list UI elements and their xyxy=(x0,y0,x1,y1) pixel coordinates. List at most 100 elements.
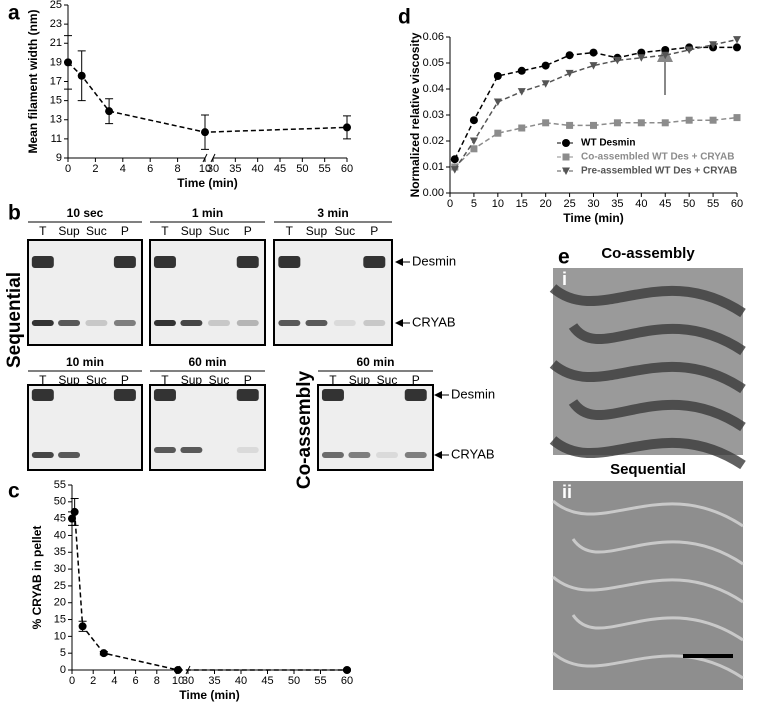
band xyxy=(58,320,81,326)
band xyxy=(180,320,203,326)
blot-title: 1 min xyxy=(192,206,223,220)
band xyxy=(363,256,386,268)
gel xyxy=(149,239,266,346)
marker xyxy=(517,66,526,75)
band xyxy=(153,447,176,453)
y-tick-label: 25 xyxy=(54,580,66,592)
filament xyxy=(549,436,746,470)
y-tick-label: 20 xyxy=(54,597,66,609)
marker xyxy=(541,80,550,88)
marker xyxy=(661,119,669,127)
marker xyxy=(733,43,741,52)
lane-label: Suc xyxy=(86,224,107,238)
marker-label: CRYAB xyxy=(451,446,495,461)
band xyxy=(404,389,427,401)
x-tick-label: 35 xyxy=(208,675,220,687)
marker xyxy=(450,166,459,174)
x-tick-label: 0 xyxy=(65,163,71,175)
marker xyxy=(637,54,646,62)
x-tick-label: 60 xyxy=(341,163,353,175)
marker xyxy=(470,145,478,153)
fit-line xyxy=(67,61,348,133)
x-tick-label: 55 xyxy=(707,198,719,210)
y-tick-label: 15 xyxy=(50,95,62,107)
marker xyxy=(493,72,502,80)
x-tick-label: 20 xyxy=(540,198,552,210)
y-tick-label: 15 xyxy=(54,613,66,625)
lane-label: Suc xyxy=(209,373,230,387)
y-tick-label: 0.01 xyxy=(423,161,444,173)
marker-label: Desmin xyxy=(412,253,456,268)
marker xyxy=(469,116,478,125)
x-tick-label: 4 xyxy=(120,163,126,175)
filament xyxy=(549,360,746,394)
blot-title: 10 sec xyxy=(67,206,104,220)
band xyxy=(236,256,259,268)
marker xyxy=(64,58,72,67)
lane-label: P xyxy=(121,224,129,238)
marker xyxy=(685,116,693,124)
legend-label: Co-assembled WT Des + CRYAB xyxy=(581,152,734,163)
lane-label: Sup xyxy=(181,373,203,387)
y-tick-label: 21 xyxy=(50,37,62,49)
marker xyxy=(70,507,79,516)
band xyxy=(31,389,54,401)
blot-title: 60 min xyxy=(188,355,226,369)
marker xyxy=(709,116,717,124)
y-tick-label: 50 xyxy=(54,496,66,508)
y-tick-label: 0.02 xyxy=(423,135,444,147)
panel-label: b xyxy=(8,202,21,225)
band xyxy=(321,452,344,458)
x-tick-label: 30 xyxy=(182,675,194,687)
x-tick-label: 30 xyxy=(587,198,599,210)
y-tick-label: 23 xyxy=(50,18,62,30)
band xyxy=(153,320,176,326)
x-tick-label: 10 xyxy=(199,163,211,175)
lane-label: T xyxy=(39,224,47,238)
lane-label: T xyxy=(286,224,294,238)
marker xyxy=(343,123,351,132)
gel xyxy=(27,239,143,346)
x-axis-label: Time (min) xyxy=(177,176,237,190)
lane-label: P xyxy=(412,373,420,387)
filament xyxy=(571,538,744,566)
band xyxy=(153,256,176,268)
y-tick-label: 11 xyxy=(51,133,62,145)
band xyxy=(31,320,54,326)
panel-label: e xyxy=(558,246,570,269)
lane-label: Sup xyxy=(181,224,203,238)
lane-label: P xyxy=(244,224,252,238)
lane-label: Suc xyxy=(86,373,107,387)
micrograph-label: i xyxy=(562,269,567,289)
marker xyxy=(733,36,741,44)
marker xyxy=(77,71,86,80)
marker xyxy=(494,129,502,137)
x-tick-label: 0 xyxy=(69,675,75,687)
lane-label: Suc xyxy=(377,373,398,387)
lane-label: Sup xyxy=(349,373,371,387)
group-label: Sequential xyxy=(4,272,25,368)
marker xyxy=(518,124,526,132)
x-tick-label: 10 xyxy=(492,198,504,210)
x-tick-label: 60 xyxy=(341,675,353,687)
band xyxy=(113,256,136,268)
band xyxy=(31,256,54,268)
group-label: Co-assembly xyxy=(294,370,315,489)
x-tick-label: 8 xyxy=(175,163,181,175)
marker-label: Desmin xyxy=(451,386,495,401)
y-tick-label: 0.04 xyxy=(423,83,444,95)
marker xyxy=(685,46,694,54)
lane-label: Sup xyxy=(58,373,80,387)
x-tick-label: 60 xyxy=(731,198,743,210)
marker xyxy=(613,119,621,127)
band xyxy=(404,452,427,458)
marker xyxy=(517,88,526,96)
panel-label: a xyxy=(8,2,20,25)
x-tick-label: 2 xyxy=(92,163,98,175)
lane-label: P xyxy=(370,224,378,238)
y-tick-label: 0.06 xyxy=(423,31,444,43)
y-axis-label: % CRYAB in pellet xyxy=(30,526,44,630)
x-tick-label: 25 xyxy=(563,198,575,210)
x-tick-label: 6 xyxy=(133,675,139,687)
